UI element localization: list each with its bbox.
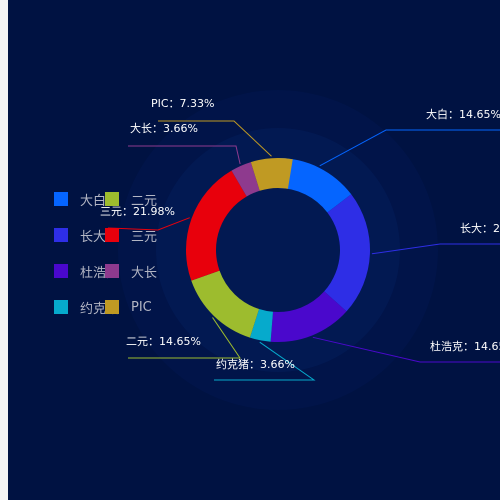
legend-swatch	[54, 264, 68, 278]
label-leader-line	[371, 243, 500, 255]
legend-item[interactable]: PIC	[105, 299, 152, 315]
donut-chart: 大白：14.65% 长大：21.98% 杜浩克：14.65% 约克猪：3.66% 二元：…	[100, 90, 500, 410]
legend-item[interactable]: 大长	[105, 263, 158, 281]
donut-slice[interactable]	[191, 270, 260, 338]
slice-label: 杜浩克：14.65%	[430, 339, 500, 353]
label-leader-line	[319, 129, 500, 167]
legend-label: 长大	[80, 229, 107, 245]
donut-slice[interactable]	[249, 309, 274, 342]
donut-slice[interactable]	[278, 158, 352, 213]
label-leader-line	[214, 341, 316, 381]
slice-label: 二元：14.65%	[126, 335, 201, 348]
label-leader-line	[158, 120, 272, 157]
label-leader-line	[107, 217, 190, 231]
legend-swatch	[54, 228, 68, 242]
legend-item[interactable]: 长大	[54, 227, 107, 245]
label-leader-line	[128, 145, 241, 165]
legend-item[interactable]: 三元	[105, 227, 158, 245]
legend-swatch	[105, 300, 119, 314]
legend-label: 大白	[80, 193, 107, 209]
legend-label: PIC	[131, 299, 152, 315]
label-leader-line	[312, 336, 500, 363]
slice-label: 三元：21.98%	[100, 205, 175, 218]
legend-swatch	[105, 192, 119, 206]
legend-label: 大长	[131, 265, 158, 281]
slice-label: PIC：7.33%	[151, 97, 215, 110]
legend-swatch	[54, 300, 68, 314]
legend-item[interactable]: 二元	[105, 191, 158, 209]
label-leader-line	[128, 317, 241, 359]
donut-slice[interactable]	[231, 162, 260, 197]
donut-slice[interactable]	[250, 158, 293, 191]
slice-label: 约克猪：3.66%	[216, 358, 295, 371]
legend-label: 二元	[131, 193, 158, 209]
legend-swatch	[54, 192, 68, 206]
slice-label: 长大：21.98%	[460, 221, 500, 235]
legend-item[interactable]: 大白	[54, 191, 107, 209]
donut-slice[interactable]	[270, 291, 347, 343]
legend-swatch	[105, 228, 119, 242]
donut-slice[interactable]	[186, 170, 247, 281]
chart-panel: 大白：14.65% 长大：21.98% 杜浩克：14.65% 约克猪：3.66% 二元：…	[8, 0, 500, 500]
glow-ring-outer	[118, 90, 438, 410]
slice-label: 大白：14.65%	[426, 107, 500, 121]
legend-label: 三元	[131, 229, 158, 245]
legend-swatch	[105, 264, 119, 278]
slice-label: 大长：3.66%	[130, 121, 198, 135]
donut-slice[interactable]	[324, 194, 370, 312]
